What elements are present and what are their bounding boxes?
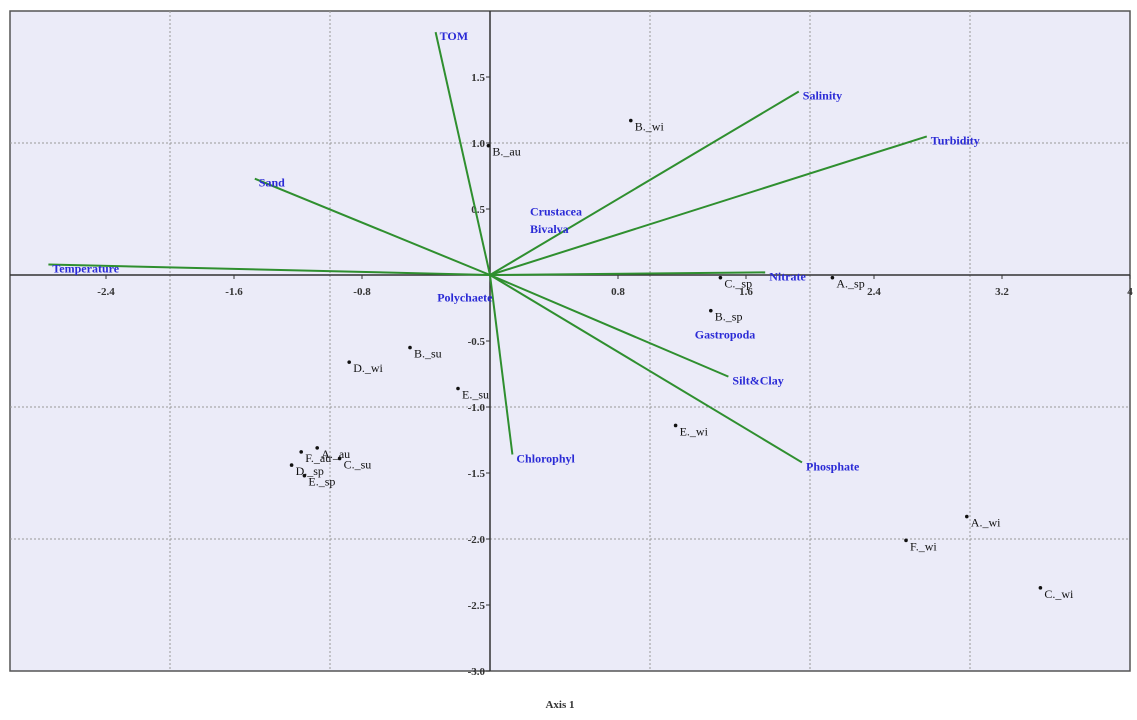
y-tick-label: -2.5 bbox=[468, 600, 486, 612]
sample-point bbox=[337, 456, 342, 461]
species-label: Crustacea bbox=[530, 205, 582, 219]
vector-label: Turbidity bbox=[931, 133, 980, 147]
sample-point bbox=[709, 308, 713, 313]
plot-area bbox=[9, 10, 1131, 672]
x-tick-label: 4 bbox=[1127, 286, 1133, 298]
vector bbox=[489, 271, 766, 276]
sample-label: F._au bbox=[305, 451, 331, 465]
sample-label: B._su bbox=[414, 347, 442, 361]
sample-point bbox=[315, 446, 320, 450]
sample-label: C._wi bbox=[1044, 587, 1074, 601]
x-tick-label: -1.6 bbox=[225, 286, 243, 298]
sample-point bbox=[830, 275, 835, 280]
sample-label: C._sp bbox=[724, 277, 752, 291]
x-tick-label: -2.4 bbox=[97, 286, 115, 298]
vector bbox=[48, 263, 491, 276]
species-label: Bivalva bbox=[530, 222, 569, 236]
vector bbox=[489, 274, 729, 378]
vector-label: Sand bbox=[259, 176, 285, 190]
vector bbox=[489, 90, 800, 276]
sample-point bbox=[299, 450, 304, 454]
sample-label: E._sp bbox=[308, 475, 335, 489]
vector bbox=[489, 274, 514, 455]
species-label: Polychaete bbox=[437, 290, 493, 304]
sample-label: B._au bbox=[492, 145, 520, 159]
sample-point bbox=[904, 538, 908, 543]
x-tick-label: 1.6 bbox=[739, 286, 753, 298]
sample-point bbox=[408, 345, 412, 350]
vector-label: Nitrate bbox=[769, 269, 806, 283]
sample-label: E._wi bbox=[680, 424, 709, 438]
y-tick-label: 0.5 bbox=[471, 204, 485, 216]
y-tick-label: -1.0 bbox=[468, 402, 486, 414]
sample-label: A._au bbox=[321, 447, 350, 461]
sample-point bbox=[486, 143, 491, 148]
sample-label: B._sp bbox=[715, 310, 743, 324]
sample-label: F._wi bbox=[910, 539, 937, 553]
y-tick-label: -1.5 bbox=[468, 468, 486, 480]
x-tick-label: 3.2 bbox=[995, 286, 1009, 298]
vector-label: Chlorophyl bbox=[516, 452, 575, 466]
sample-point bbox=[965, 514, 969, 519]
sample-point bbox=[1038, 586, 1043, 590]
vector bbox=[489, 274, 803, 464]
x-axis-label: Axis 1 bbox=[545, 699, 574, 711]
vector bbox=[254, 177, 491, 276]
sample-point bbox=[718, 275, 723, 280]
sample-label: B._wi bbox=[635, 120, 665, 134]
sample-point bbox=[302, 473, 307, 478]
y-tick-label: -0.5 bbox=[468, 336, 486, 348]
vector bbox=[434, 31, 491, 276]
y-tick-label: -2.0 bbox=[468, 534, 486, 546]
x-tick-label: -0.8 bbox=[353, 286, 371, 298]
sample-label: D._wi bbox=[353, 361, 383, 375]
sample-point bbox=[289, 463, 294, 467]
x-tick-label: 0.8 bbox=[611, 286, 625, 298]
sample-point bbox=[673, 423, 678, 428]
vector bbox=[489, 135, 928, 276]
sample-label: A._wi bbox=[971, 516, 1001, 530]
sample-point bbox=[629, 118, 633, 123]
x-tick-label: 2.4 bbox=[867, 286, 881, 298]
vector-label: Salinity bbox=[803, 89, 842, 103]
species-label: Gastropoda bbox=[695, 327, 755, 341]
vector-label: Temperature bbox=[52, 261, 119, 275]
sample-point bbox=[456, 386, 460, 391]
vector-label: Phosphate bbox=[806, 459, 860, 473]
vector-label: TOM bbox=[440, 29, 468, 43]
sample-label: D._sp bbox=[296, 464, 324, 478]
y-tick-label: -3.0 bbox=[468, 666, 486, 678]
vector-label: Silt&Clay bbox=[732, 374, 783, 388]
sample-label: A._sp bbox=[836, 277, 864, 291]
y-tick-label: 1.5 bbox=[471, 72, 485, 84]
y-tick-label: 1.0 bbox=[471, 138, 485, 150]
sample-label: C._su bbox=[344, 457, 372, 471]
sample-point bbox=[347, 360, 352, 364]
sample-label: E._su bbox=[462, 388, 489, 402]
